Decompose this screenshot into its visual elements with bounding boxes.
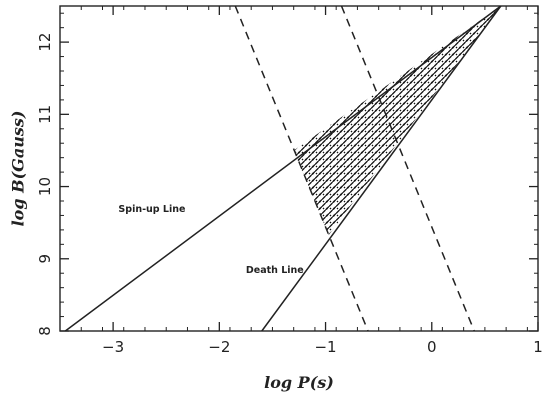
annotation-label-0: Spin-up Line [118,204,185,215]
shaded-region-layer [294,6,501,235]
series-line-1 [262,6,501,331]
lines-layer [65,6,501,331]
ticks-layer: −3 −2 −1 0 1 8 9 10 11 12 [36,6,542,356]
y-axis-label: log B(Gauss) [9,111,28,227]
x-tick-label: −3 [102,338,124,356]
annotations-layer: Spin-up Line Death Line [118,204,303,276]
x-tick-label: −1 [314,338,336,356]
y-tick-label: 12 [36,33,54,52]
shaded-region [294,6,501,235]
x-tick-label: 0 [427,338,437,356]
x-tick-label: 1 [533,338,542,356]
y-tick-label: 10 [36,177,54,196]
y-tick-label: 9 [36,254,54,264]
annotation-label-1: Death Line [246,265,304,276]
y-tick-label: 11 [36,105,54,124]
x-axis-label: log P(s) [264,373,334,392]
x-tick-label: −2 [208,338,230,356]
y-tick-label: 8 [36,326,54,336]
series-line-0 [65,6,501,331]
